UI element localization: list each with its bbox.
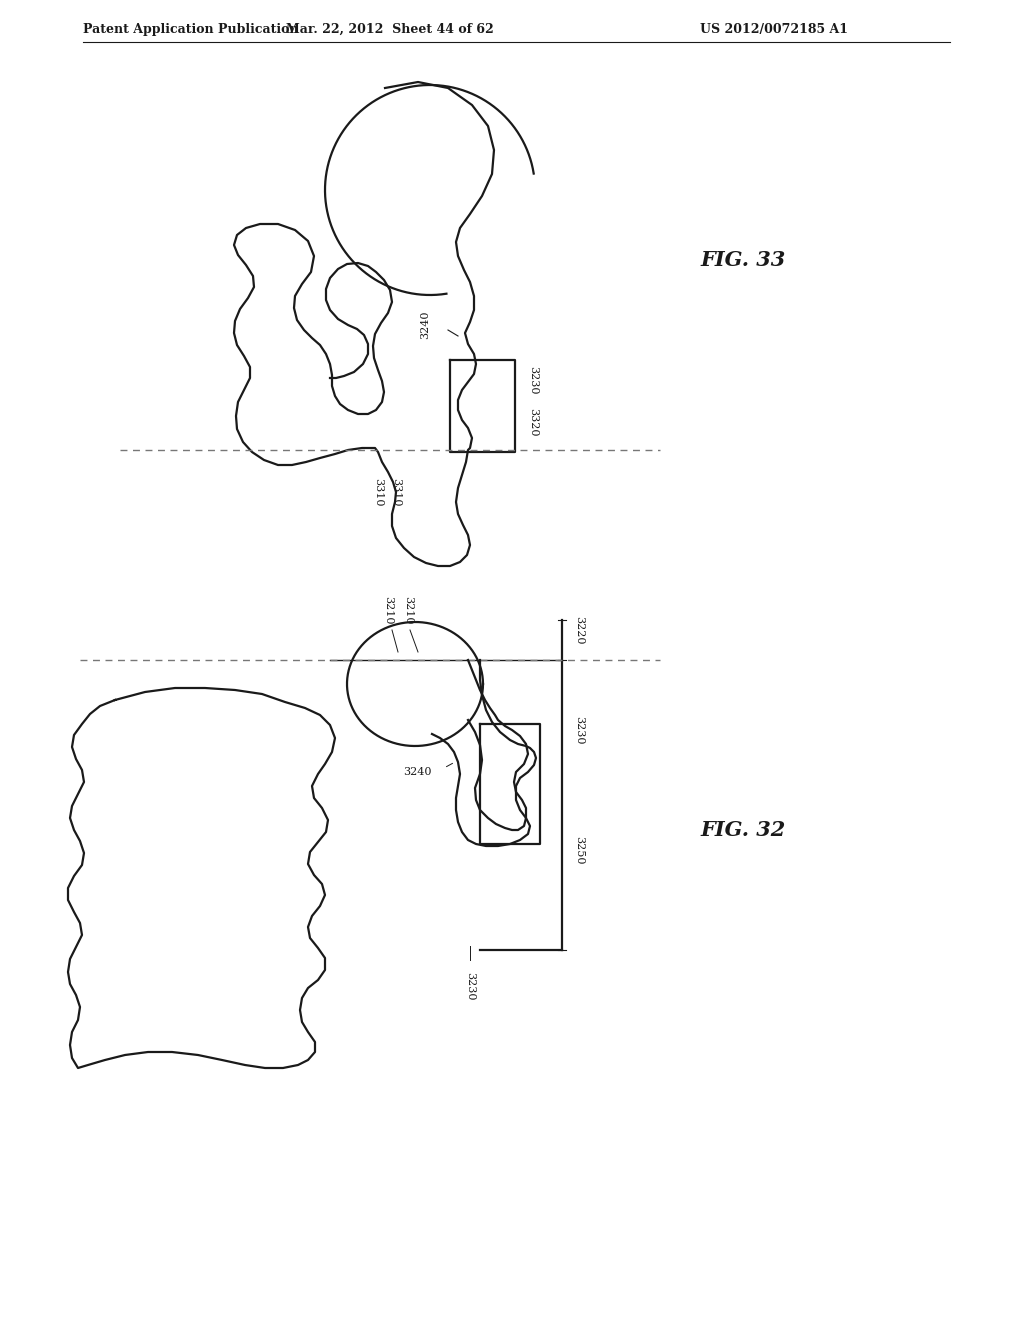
Text: 3230: 3230 bbox=[465, 972, 475, 1001]
Text: Patent Application Publication: Patent Application Publication bbox=[83, 22, 299, 36]
Text: FIG. 32: FIG. 32 bbox=[700, 820, 785, 840]
Text: 3240: 3240 bbox=[403, 767, 432, 777]
Text: 3320: 3320 bbox=[528, 408, 538, 436]
Text: 3210: 3210 bbox=[383, 597, 393, 624]
Text: 3240: 3240 bbox=[420, 310, 430, 339]
Text: 3230: 3230 bbox=[528, 366, 538, 395]
Text: 3210: 3210 bbox=[403, 597, 413, 624]
Text: 3250: 3250 bbox=[574, 836, 584, 865]
Text: 3220: 3220 bbox=[574, 615, 584, 644]
Text: FIG. 33: FIG. 33 bbox=[700, 249, 785, 271]
Text: 3310: 3310 bbox=[391, 478, 401, 507]
Text: 3230: 3230 bbox=[574, 715, 584, 744]
Text: Mar. 22, 2012  Sheet 44 of 62: Mar. 22, 2012 Sheet 44 of 62 bbox=[286, 22, 494, 36]
Text: US 2012/0072185 A1: US 2012/0072185 A1 bbox=[700, 22, 848, 36]
Text: 3310: 3310 bbox=[373, 478, 383, 507]
